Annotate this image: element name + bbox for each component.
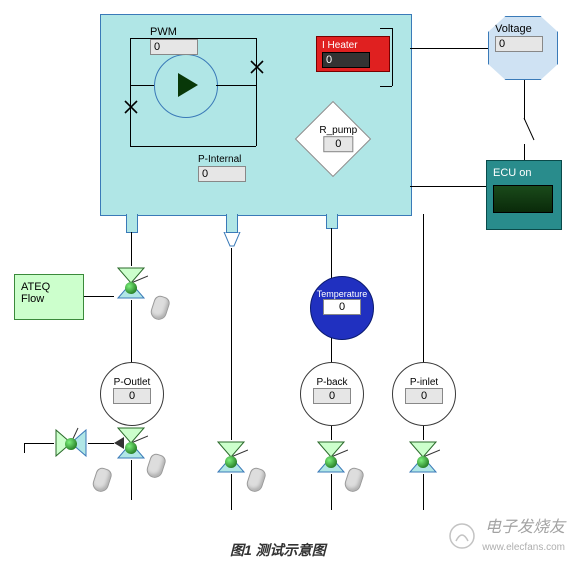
pipe xyxy=(131,460,132,500)
pipe xyxy=(423,474,424,510)
watermark-text: 电子发烧友 xyxy=(485,513,565,537)
voltage-value: 0 xyxy=(495,36,543,52)
ateq-flow-box: ATEQ Flow xyxy=(14,274,84,320)
pwm-value: 0 xyxy=(150,39,198,55)
cursor-thumb-icon xyxy=(91,466,114,494)
pipe xyxy=(130,38,131,146)
pwm-label: PWM xyxy=(150,26,198,38)
heater-indicator: I Heater 0 xyxy=(316,36,390,72)
p-back-label: P-back xyxy=(301,377,363,388)
temperature-label: Temperature xyxy=(311,289,373,299)
port-stub xyxy=(126,214,138,233)
diagram-stage: PWM 0 I Heater 0 R_pump 0 P-Internal 0 V… xyxy=(0,0,571,573)
pipe xyxy=(88,443,114,444)
voltage-indicator: Voltage 0 xyxy=(488,16,558,80)
cursor-thumb-icon xyxy=(245,466,268,494)
pipe xyxy=(231,474,232,510)
r-pump-label: R_pump xyxy=(312,125,364,136)
wire xyxy=(410,48,488,49)
port-stub xyxy=(326,214,338,229)
funnel-icon xyxy=(222,232,242,248)
p-outlet-label: P-Outlet xyxy=(101,377,163,388)
pipe xyxy=(331,474,332,510)
p-internal-value: 0 xyxy=(198,166,246,182)
cursor-thumb-icon xyxy=(149,294,172,322)
status-dot-icon xyxy=(125,442,137,454)
switch-icon xyxy=(516,118,536,144)
heater-label: I Heater xyxy=(322,40,384,51)
p-inlet-label: P-inlet xyxy=(393,377,455,388)
p-internal-indicator: P-Internal 0 xyxy=(198,154,246,182)
pump-arrow-icon xyxy=(178,73,198,97)
status-dot-icon xyxy=(417,456,429,468)
p-outlet-indicator: P-Outlet 0 xyxy=(100,362,164,426)
wire xyxy=(410,186,486,187)
port-stub xyxy=(226,214,238,233)
pipe xyxy=(130,85,154,86)
p-back-value: 0 xyxy=(313,388,351,404)
pipe xyxy=(231,248,232,440)
pipe xyxy=(380,28,392,29)
x-valve-icon xyxy=(124,100,138,114)
watermark-url: www.elecfans.com xyxy=(482,542,565,553)
pipe xyxy=(130,146,256,147)
pipe xyxy=(380,86,392,87)
r-pump-value: 0 xyxy=(323,136,353,152)
ecu-label: ECU on xyxy=(493,167,532,179)
pipe xyxy=(84,296,114,297)
pipe xyxy=(24,443,25,453)
wire xyxy=(524,80,525,120)
pipe xyxy=(256,38,257,146)
status-dot-icon xyxy=(325,456,337,468)
p-inlet-value: 0 xyxy=(405,388,443,404)
figure-caption: 图1 测试示意图 xyxy=(230,540,326,560)
p-back-indicator: P-back 0 xyxy=(300,362,364,426)
heater-value: 0 xyxy=(322,52,370,68)
ecu-screen-icon xyxy=(493,185,553,213)
status-dot-icon xyxy=(125,282,137,294)
pipe xyxy=(24,443,54,444)
status-dot-icon xyxy=(225,456,237,468)
temperature-indicator: Temperature 0 xyxy=(310,276,374,340)
p-internal-label: P-Internal xyxy=(198,154,246,165)
cursor-thumb-icon xyxy=(145,452,168,480)
pipe xyxy=(392,28,393,86)
status-dot-icon xyxy=(65,438,77,450)
pipe xyxy=(216,85,256,86)
p-outlet-value: 0 xyxy=(113,388,151,404)
temperature-value: 0 xyxy=(323,299,361,315)
voltage-label: Voltage xyxy=(495,23,551,35)
wire xyxy=(524,144,525,160)
ecu-box: ECU on xyxy=(486,160,562,230)
watermark-logo-icon xyxy=(449,523,475,549)
pwm-indicator: PWM 0 xyxy=(150,26,198,55)
p-inlet-indicator: P-inlet 0 xyxy=(392,362,456,426)
pipe xyxy=(131,232,132,266)
x-valve-icon xyxy=(250,60,264,74)
